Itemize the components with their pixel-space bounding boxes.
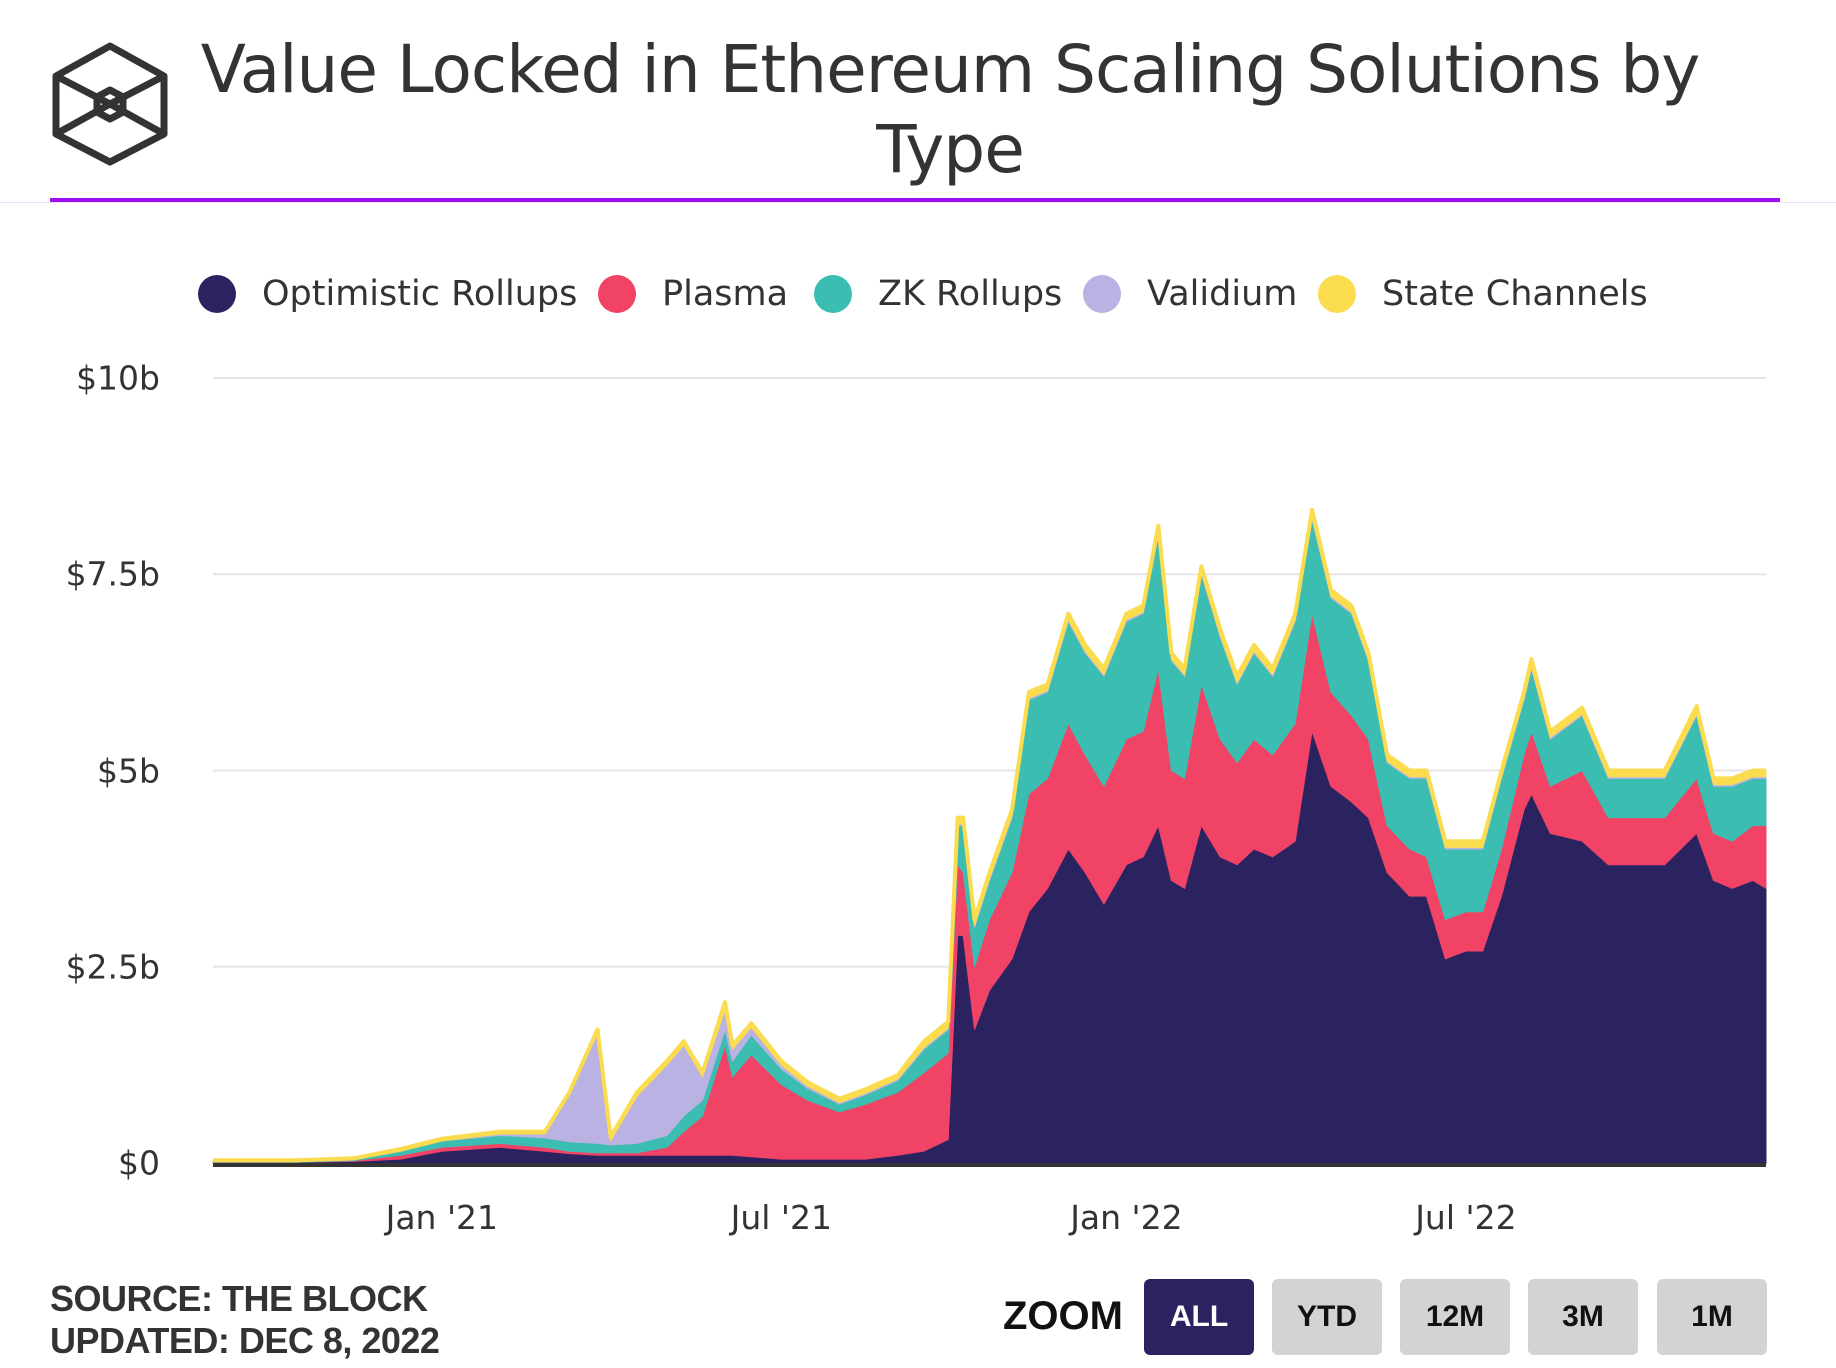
legend-item-zk-rollups[interactable]: ZK Rollups xyxy=(814,274,1062,314)
legend-label: Plasma xyxy=(662,274,789,314)
x-tick-label: Jul '21 xyxy=(730,1198,832,1237)
the-block-logo-icon xyxy=(52,42,168,166)
updated-note: UPDATED: DEC 8, 2022 xyxy=(50,1320,440,1361)
zoom-12m-button[interactable]: 12M xyxy=(1400,1279,1510,1355)
x-tick-label: Jul '22 xyxy=(1415,1198,1517,1237)
legend-dot-icon xyxy=(1318,275,1356,313)
legend-item-optimistic-rollups[interactable]: Optimistic Rollups xyxy=(198,274,577,314)
zoom-all-button[interactable]: ALL xyxy=(1144,1279,1254,1355)
title-divider xyxy=(50,198,1780,202)
zoom-1m-button[interactable]: 1M xyxy=(1657,1279,1767,1355)
zoom-ytd-button[interactable]: YTD xyxy=(1272,1279,1382,1355)
legend-label: Optimistic Rollups xyxy=(262,274,578,314)
y-tick-label: $10b xyxy=(76,358,160,398)
zoom-label: ZOOM xyxy=(1003,1294,1123,1338)
legend-dot-icon xyxy=(1083,275,1121,313)
legend-item-plasma[interactable]: Plasma xyxy=(598,274,788,314)
legend-label: Validium xyxy=(1147,274,1298,314)
legend: Optimistic Rollups Plasma ZK Rollups Val… xyxy=(0,274,1836,324)
area-zk-rollups[interactable] xyxy=(212,519,1767,1163)
line-state-channels-top xyxy=(213,507,1766,1163)
legend-label: ZK Rollups xyxy=(878,274,1063,314)
divider-light xyxy=(0,202,1836,203)
title-line-1: Value Locked in Ethereum Scaling Solutio… xyxy=(200,31,1701,108)
area-plasma[interactable] xyxy=(212,613,1767,1163)
y-tick-label: $5b xyxy=(97,751,160,790)
source-note: SOURCE: THE BLOCK xyxy=(50,1278,428,1319)
x-tick-label: Jan '21 xyxy=(385,1198,499,1237)
y-tick-label: $2.5b xyxy=(65,947,160,987)
legend-item-validium[interactable]: Validium xyxy=(1083,274,1297,314)
x-tick-label: Jan '22 xyxy=(1070,1198,1183,1237)
legend-dot-icon xyxy=(198,275,236,313)
y-tick-label: $0 xyxy=(118,1143,160,1183)
chart-title: Value Locked in Ethereum Scaling Solutio… xyxy=(200,30,1701,190)
y-tick-label: $7.5b xyxy=(65,554,160,594)
legend-dot-icon xyxy=(814,275,852,313)
title-line-2: Type xyxy=(876,111,1025,188)
legend-label: State Channels xyxy=(1382,274,1648,314)
zoom-3m-button[interactable]: 3M xyxy=(1528,1279,1638,1355)
legend-dot-icon xyxy=(598,275,636,313)
area-state-channels[interactable] xyxy=(212,509,1767,1163)
legend-item-state-channels[interactable]: State Channels xyxy=(1318,274,1648,314)
area-optimistic-rollups[interactable] xyxy=(212,731,1767,1164)
area-validium[interactable] xyxy=(212,517,1767,1163)
